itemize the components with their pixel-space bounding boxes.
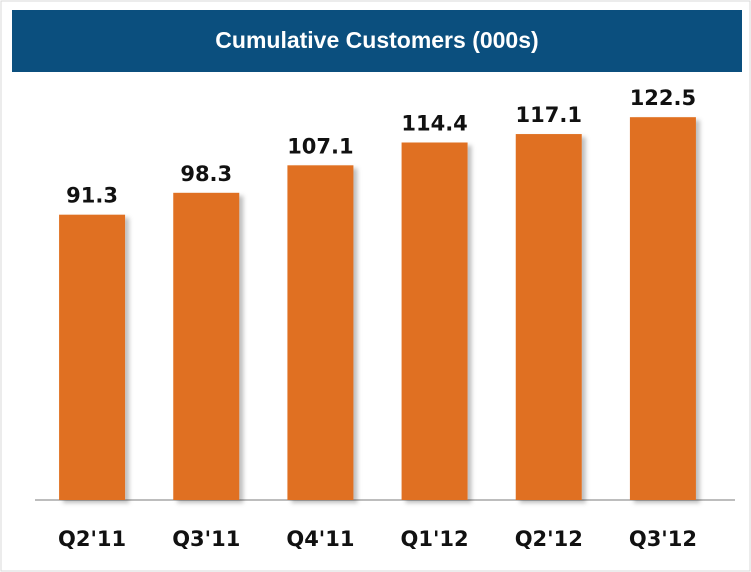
- x-tick-label: Q3'11: [172, 527, 240, 551]
- x-tick-label: Q4'11: [286, 527, 354, 551]
- bar: [401, 142, 468, 500]
- bar: [515, 134, 582, 500]
- bar: [629, 117, 696, 500]
- x-tick-label: Q2'11: [58, 527, 126, 551]
- title-banner: [12, 10, 742, 72]
- bar: [59, 214, 126, 500]
- x-tick-label: Q3'12: [629, 527, 697, 551]
- value-label: 117.1: [516, 103, 582, 127]
- x-tick-label: Q2'12: [515, 527, 583, 551]
- bar: [173, 192, 240, 500]
- chart-title: Cumulative Customers (000s): [215, 27, 538, 53]
- bar: [287, 165, 354, 500]
- value-label: 122.5: [630, 86, 696, 110]
- value-label: 107.1: [287, 134, 353, 158]
- value-label: 114.4: [401, 112, 467, 136]
- x-tick-label: Q1'12: [401, 527, 469, 551]
- value-label: 98.3: [180, 162, 232, 186]
- value-label: 91.3: [66, 184, 118, 208]
